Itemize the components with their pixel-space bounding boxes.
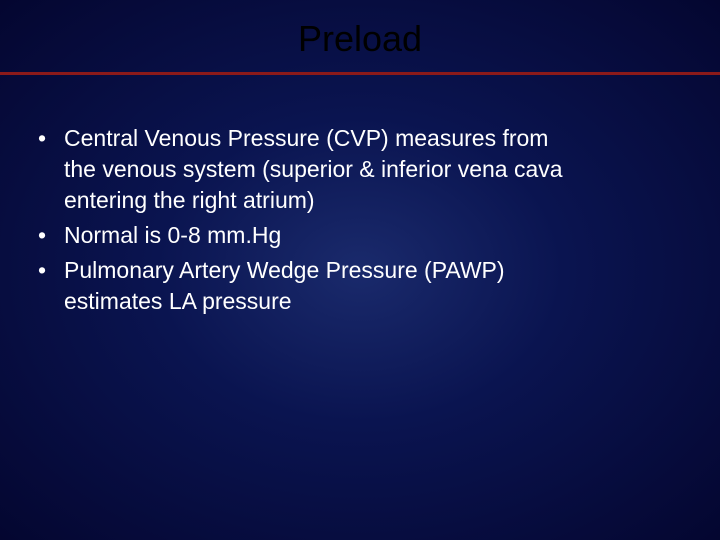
bullet-text: estimates LA pressure — [64, 288, 292, 314]
bullet-list: Central Venous Pressure (CVP) measures f… — [28, 123, 692, 317]
bullet-text: Pulmonary Artery Wedge Pressure (PAWP) — [64, 257, 505, 283]
bullet-text: entering the right atrium) — [64, 187, 315, 213]
bullet-item: Pulmonary Artery Wedge Pressure (PAWP) e… — [28, 255, 692, 317]
bullet-item: Central Venous Pressure (CVP) measures f… — [28, 123, 692, 216]
bullet-text: Normal is 0-8 mm.Hg — [64, 222, 281, 248]
slide-content: Central Venous Pressure (CVP) measures f… — [0, 75, 720, 317]
slide-title: Preload — [0, 0, 720, 72]
bullet-text: Central Venous Pressure (CVP) measures f… — [64, 125, 548, 151]
slide-container: Preload Central Venous Pressure (CVP) me… — [0, 0, 720, 540]
bullet-item: Normal is 0-8 mm.Hg — [28, 220, 692, 251]
bullet-text: the venous system (superior & inferior v… — [64, 156, 563, 182]
